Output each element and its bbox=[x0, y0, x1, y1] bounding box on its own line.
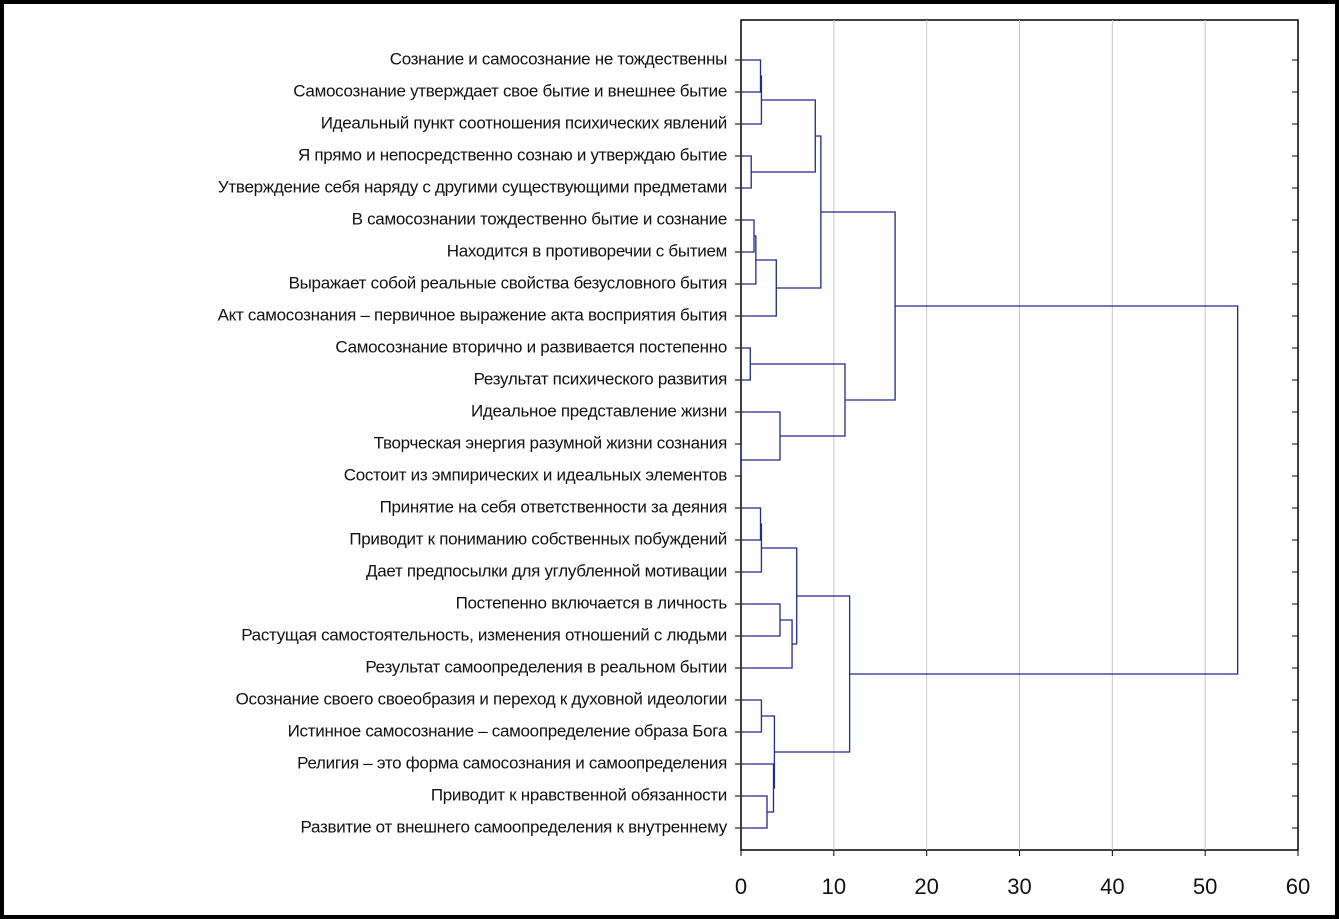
link bbox=[849, 305, 1239, 675]
leaf-label: Сознание и самосознание не тождественны bbox=[390, 49, 727, 68]
link bbox=[741, 795, 768, 829]
x-tick-label: 60 bbox=[1286, 874, 1310, 899]
x-tick-label: 40 bbox=[1100, 874, 1124, 899]
leaf-label: В самосознании тождественно бытие и созн… bbox=[352, 209, 727, 228]
link bbox=[820, 211, 896, 401]
leaf-label: Постепенно включается в личность bbox=[456, 593, 728, 612]
leaf-label: Религия – это форма самосознания и самоо… bbox=[297, 753, 727, 772]
x-tick-label: 10 bbox=[822, 874, 846, 899]
link bbox=[741, 619, 793, 669]
leaf-label: Растущая самостоятельность, изменения от… bbox=[241, 625, 727, 644]
leaf-label: Приводит к нравственной обязанности bbox=[431, 785, 727, 804]
leaf-label: Находится в противоречии с бытием bbox=[447, 241, 727, 260]
leaf-label: Идеальный пункт соотношения психических … bbox=[321, 113, 727, 132]
leaf-label: Выражает собой реальные свойства безусло… bbox=[289, 273, 727, 292]
x-tick-label: 0 bbox=[735, 874, 747, 899]
link bbox=[741, 75, 763, 125]
leaf-label: Принятие на себя ответственности за деян… bbox=[380, 497, 727, 516]
x-tick-label: 20 bbox=[914, 874, 938, 899]
leaf-label: Состоит из эмпирических и идеальных элем… bbox=[344, 465, 727, 484]
leaf-label: Результат психического развития bbox=[474, 369, 727, 388]
leaf-label: Творческая энергия разумной жизни сознан… bbox=[374, 433, 727, 452]
x-tick-label: 30 bbox=[1007, 874, 1031, 899]
link bbox=[741, 235, 757, 285]
leaf-label: Развитие от внешнего самоопределения к в… bbox=[301, 817, 728, 836]
x-tick-label: 50 bbox=[1193, 874, 1217, 899]
leaf-label: Истинное самосознание – самоопределение … bbox=[288, 721, 728, 740]
leaf-label: Самосознание вторично и развивается пост… bbox=[335, 337, 727, 356]
leaf-label: Осознание своего своеобразия и переход к… bbox=[236, 689, 727, 708]
leaf-label: Утверждение себя наряду с другими сущест… bbox=[218, 177, 727, 196]
leaf-label: Я прямо и непосредственно сознаю и утвер… bbox=[298, 145, 727, 164]
leaf-label: Результат самоопределения в реальном быт… bbox=[365, 657, 727, 676]
link bbox=[741, 523, 763, 573]
leaf-label: Приводит к пониманию собственных побужде… bbox=[349, 529, 727, 548]
leaf-label: Акт самосознания – первичное выражение а… bbox=[218, 305, 727, 324]
leaf-label: Дает предпосылки для углубленной мотивац… bbox=[366, 561, 727, 580]
leaf-label: Самосознание утверждает свое бытие и вне… bbox=[293, 81, 727, 100]
link bbox=[741, 699, 763, 733]
link bbox=[741, 347, 751, 381]
leaf-label: Идеальное представление жизни bbox=[471, 401, 727, 420]
link bbox=[750, 363, 846, 437]
